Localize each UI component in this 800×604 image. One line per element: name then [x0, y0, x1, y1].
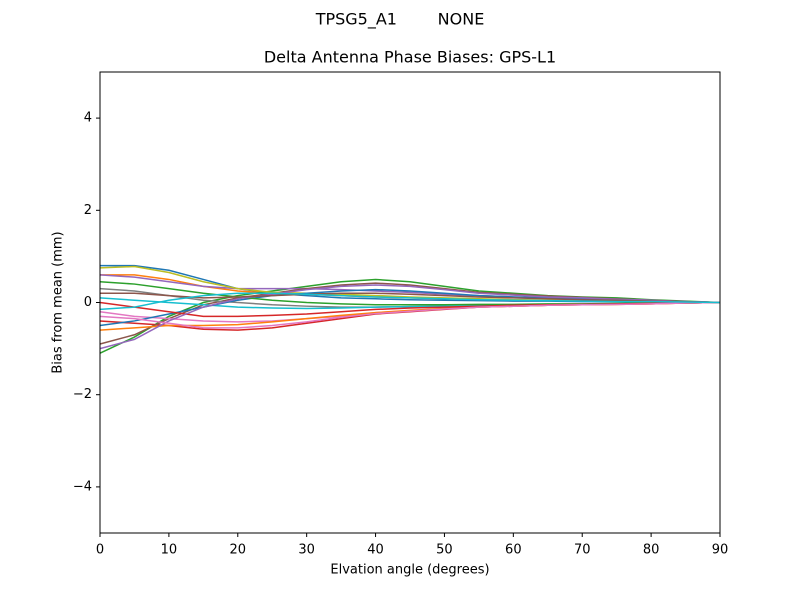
x-tick-label: 20: [230, 543, 247, 558]
y-tick-label: 2: [84, 203, 92, 218]
data-line: [99, 278, 721, 354]
x-tick-label: 70: [574, 543, 591, 558]
x-tick-label: 10: [161, 543, 178, 558]
y-tick-label: −2: [73, 387, 92, 402]
x-tick-label: 30: [298, 543, 315, 558]
x-tick-label: 0: [96, 543, 104, 558]
chart-title: Delta Antenna Phase Biases: GPS-L1: [264, 48, 556, 67]
data-line: [99, 284, 721, 350]
plot-area: [99, 264, 721, 354]
suptitle: TPSG5_A1 NONE: [315, 10, 485, 30]
data-line: [100, 292, 721, 304]
y-tick-label: −4: [73, 479, 92, 494]
x-tick-label: 40: [367, 543, 384, 558]
y-tick-label: 0: [84, 295, 92, 310]
axes-frame: [99, 71, 721, 534]
data-line: [99, 292, 721, 311]
x-tick-label: 80: [643, 543, 660, 558]
y-tick-label: 4: [84, 111, 92, 126]
x-tick-label: 90: [712, 543, 729, 558]
x-tick-label: 60: [505, 543, 522, 558]
x-axis-label: Elvation angle (degrees): [330, 563, 489, 578]
x-tick-label: 50: [436, 543, 453, 558]
data-line: [99, 301, 721, 329]
y-axis-label: Bias from mean (mm): [51, 231, 66, 373]
